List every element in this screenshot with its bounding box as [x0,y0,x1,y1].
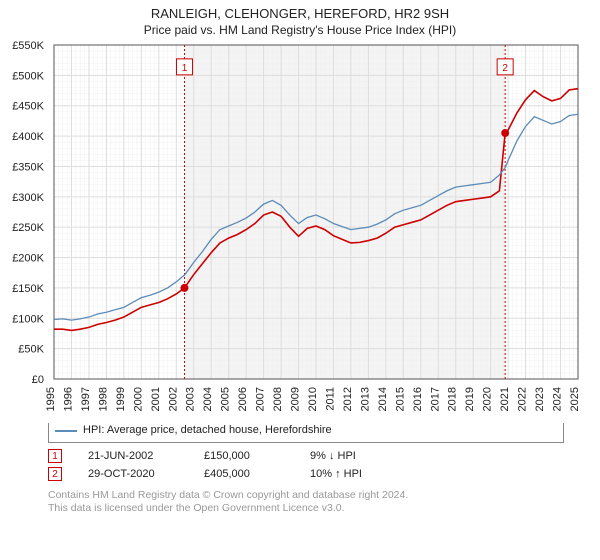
svg-text:£0: £0 [32,374,44,386]
svg-text:2018: 2018 [447,387,459,411]
event-date: 29-OCT-2020 [88,468,178,480]
svg-text:2003: 2003 [185,387,197,411]
svg-text:2024: 2024 [552,387,564,411]
svg-text:2006: 2006 [237,387,249,411]
svg-text:1999: 1999 [115,387,127,411]
event-delta: 9% ↓ HPI [310,450,356,462]
svg-text:2001: 2001 [150,387,162,411]
license-line-1: Contains HM Land Registry data © Crown c… [48,489,600,502]
svg-text:2007: 2007 [255,387,267,411]
events-table: 1 21-JUN-2002 £150,000 9% ↓ HPI 2 29-OCT… [48,447,600,483]
svg-text:2004: 2004 [202,387,214,411]
svg-text:2009: 2009 [290,387,302,411]
svg-text:1: 1 [182,63,188,74]
svg-text:2005: 2005 [220,387,232,411]
legend-row: HPI: Average price, detached house, Here… [55,423,557,438]
chart-subtitle: Price paid vs. HM Land Registry's House … [0,21,600,39]
svg-text:£500K: £500K [12,70,44,82]
license-line-2: This data is licensed under the Open Gov… [48,502,600,515]
svg-text:2022: 2022 [517,387,529,411]
svg-text:2014: 2014 [377,387,389,411]
event-marker-1: 1 [48,449,62,463]
legend-swatch-2 [55,430,77,432]
event-row: 1 21-JUN-2002 £150,000 9% ↓ HPI [48,447,600,465]
svg-text:2008: 2008 [272,387,284,411]
svg-text:1998: 1998 [97,387,109,411]
svg-text:2016: 2016 [412,387,424,411]
event-row: 2 29-OCT-2020 £405,000 10% ↑ HPI [48,465,600,483]
event-date: 21-JUN-2002 [88,450,178,462]
event-marker-2: 2 [48,467,62,481]
svg-text:2013: 2013 [359,387,371,411]
license-text: Contains HM Land Registry data © Crown c… [48,489,600,515]
svg-text:£150K: £150K [12,283,44,295]
svg-text:£350K: £350K [12,161,44,173]
svg-text:2023: 2023 [534,387,546,411]
svg-text:1995: 1995 [45,387,57,411]
svg-text:2012: 2012 [342,387,354,411]
svg-text:2010: 2010 [307,387,319,411]
svg-text:1996: 1996 [62,387,74,411]
svg-text:£450K: £450K [12,101,44,113]
svg-text:2017: 2017 [429,387,441,411]
svg-text:£400K: £400K [12,131,44,143]
svg-text:2019: 2019 [464,387,476,411]
svg-text:£100K: £100K [12,313,44,325]
legend-label-2: HPI: Average price, detached house, Here… [83,423,332,438]
svg-text:£300K: £300K [12,192,44,204]
chart-area: £0 £50K £100K £150K £200K £250K £300K £350K £400… [4,39,584,399]
svg-text:£250K: £250K [12,222,44,234]
event-delta: 10% ↑ HPI [310,468,362,480]
event-price: £150,000 [204,450,284,462]
svg-text:2: 2 [502,63,508,74]
svg-text:2002: 2002 [167,387,179,411]
svg-text:£200K: £200K [12,253,44,265]
event-price: £405,000 [204,468,284,480]
svg-text:2015: 2015 [394,387,406,411]
chart-title: RANLEIGH, CLEHONGER, HEREFORD, HR2 9SH [0,0,600,21]
svg-text:1997: 1997 [80,387,92,411]
svg-text:2021: 2021 [499,387,511,411]
svg-text:£550K: £550K [12,40,44,52]
svg-text:2025: 2025 [569,387,581,411]
svg-text:2020: 2020 [482,387,494,411]
svg-text:2000: 2000 [132,387,144,411]
svg-text:£50K: £50K [18,344,44,356]
chart-svg: £0 £50K £100K £150K £200K £250K £300K £350K £400… [4,39,584,423]
svg-text:2011: 2011 [324,387,336,411]
